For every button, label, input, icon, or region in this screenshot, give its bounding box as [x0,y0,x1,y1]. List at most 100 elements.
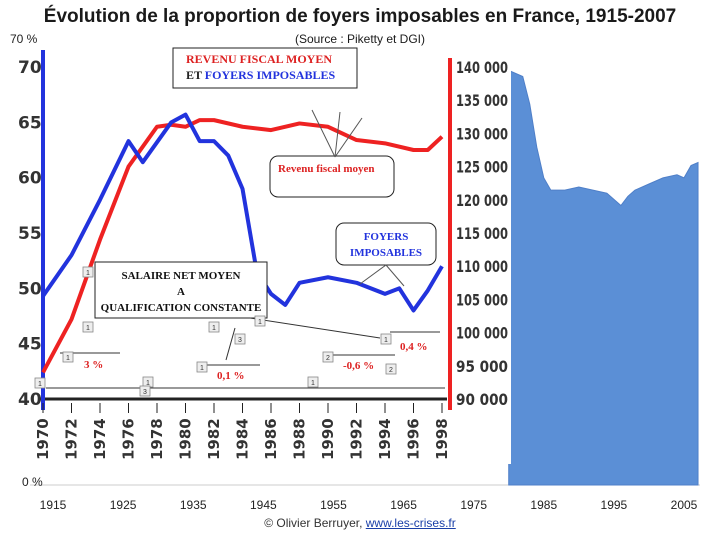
outer-chart: 1915 1925 1935 1945 1955 1965 1975 1985 1995 2005… [10,32,700,512]
inset-x-tick-1996: 1996 [405,418,423,460]
step-marker-label: 1 [86,270,90,277]
inset-right-tick-110: 110 000 [456,257,508,276]
revenu-callout [269,155,395,198]
inset-left-tick-50: 50 [18,279,42,299]
inset-left-tick-70: 70 [18,58,42,78]
step-marker-box [196,361,208,373]
foyers-pointer-2 [385,264,405,287]
inset-x-tick-1970: 1970 [34,418,52,460]
step-marker-box [82,321,94,333]
step-marker-label: 1 [384,337,388,344]
inset-left-tick-45: 45 [18,335,42,355]
inset-x-tick-1972: 1972 [63,418,81,460]
inset-x-tick-1994: 1994 [376,418,394,460]
foyers-series-line [41,112,444,313]
credit-link[interactable]: www.les-crises.fr [365,516,456,530]
step-marker-box [385,363,397,375]
step-marker-label: 1 [311,380,315,387]
inset-x-tick-1998: 1998 [433,418,451,460]
step-marker-label: 1 [212,325,216,332]
salaire-line2: A [177,286,185,298]
pct-neg-0-6: -0,6 % [343,360,374,372]
step-marker-box [234,333,246,345]
inset-x-tick-1974: 1974 [91,418,109,460]
step-marker-label: 1 [200,365,204,372]
step-markers: 1 1 1 1 1 1 1 1 1 1 2 2 3 3 [34,266,397,397]
outer-y-label-bottom: 0 % [22,475,43,489]
step-marker-label: 1 [66,355,70,362]
revenu-series-line [41,118,444,374]
pct-3: 3 % [84,359,103,371]
salaire-line1: SALAIRE NET MOYEN [122,270,241,282]
outer-x-tick-1955: 1955 [320,498,347,512]
step-marker-label: 1 [86,325,90,332]
inset-x-tick-1976: 1976 [120,418,138,460]
inset-x-tick-1980: 1980 [177,418,195,460]
foyers-callout-line1: FOYERS [364,231,409,243]
outer-x-tick-1965: 1965 [390,498,417,512]
inset-right-tick-90: 90 000 [456,390,508,409]
step-marker-box [34,377,46,389]
step-marker-box [62,351,74,363]
step-marker-label: 3 [238,337,242,344]
revenu-pointer-3 [334,117,363,158]
inset-left-tick-65: 65 [18,113,42,133]
step-marker-label: 2 [389,367,393,374]
inset-x-tick-1986: 1986 [262,418,280,460]
credit-line: © Olivier Berruyer, www.les-crises.fr [0,516,720,530]
inset-chart: 40 45 50 55 60 65 70 90 000 95 000 100 000 105 00… [18,46,511,464]
inset-title-line2: ET FOYERS IMPOSABLES [186,68,335,82]
inset-x-tick-1992: 1992 [348,418,366,460]
outer-x-tick-1975: 1975 [460,498,487,512]
credit-prefix: © Olivier Berruyer, [264,516,366,530]
inset-x-tick-labels: 1970 1972 1974 1976 1978 1980 1982 1984 1986 1988… [34,418,451,460]
step-marker-box [208,321,220,333]
outer-x-tick-labels: 1915 1925 1935 1945 1955 1965 1975 1985 1995 2005 [40,498,698,512]
inset-x-tick-1988: 1988 [291,418,309,460]
pct-0-1: 0,1 % [217,370,245,382]
inset-left-tick-55: 55 [18,224,42,244]
inset-title-line2-blue: FOYERS IMPOSABLES [205,68,336,82]
foyers-callout-line2: IMPOSABLES [350,247,422,259]
step-marker-label: 1 [38,381,42,388]
step-marker-label: 1 [258,319,262,326]
inset-left-tick-labels: 40 45 50 55 60 65 70 [18,58,42,410]
inset-x-tick-1984: 1984 [234,418,252,460]
revenu-callout-label: Revenu fiscal moyen [278,163,375,175]
page-title: Évolution de la proportion de foyers imp… [43,6,677,27]
outer-x-tick-2005: 2005 [671,498,698,512]
inset-right-tick-125: 125 000 [456,158,508,177]
foyers-pointer-1 [359,264,387,285]
salaire-line3: QUALIFICATION CONSTANTE [101,302,262,314]
inset-title-line1: REVENU FISCAL MOYEN [186,52,332,66]
page-subtitle: (Source : Piketty et DGI) [294,32,426,46]
step-marker-label: 1 [146,380,150,387]
outer-x-tick-1935: 1935 [180,498,207,512]
outer-x-tick-1925: 1925 [110,498,137,512]
outer-y-label-top: 70 % [10,32,38,46]
inset-right-tick-140: 140 000 [456,58,508,77]
revenu-pointer-2 [334,111,341,158]
inset-x-tick-1982: 1982 [205,418,223,460]
step-marker-box [380,333,392,345]
inset-left-tick-40: 40 [18,390,42,410]
salaire-box [94,261,268,319]
revenu-pointer-1 [311,109,336,158]
inset-x-tick-1990: 1990 [319,418,337,460]
inset-grid [42,403,443,413]
inset-right-tick-100: 100 000 [456,324,508,343]
inset-right-tick-135: 135 000 [456,91,508,110]
step-marker-box [254,315,266,327]
step-marker-box [322,351,334,363]
step-marker-box [82,266,94,278]
inset-right-tick-labels: 90 000 95 000 100 000 105 000 110 000 115 000… [456,58,508,409]
inset-background [36,46,511,464]
outer-x-tick-1945: 1945 [250,498,277,512]
inset-title-line2-prefix: ET [186,68,205,82]
step-marker-box [307,376,319,388]
inset-right-tick-130: 130 000 [456,124,508,143]
inset-left-tick-60: 60 [18,169,42,189]
salaire-brackets [46,317,445,389]
step-marker-box [139,385,151,397]
step-marker-label: 3 [143,389,147,396]
